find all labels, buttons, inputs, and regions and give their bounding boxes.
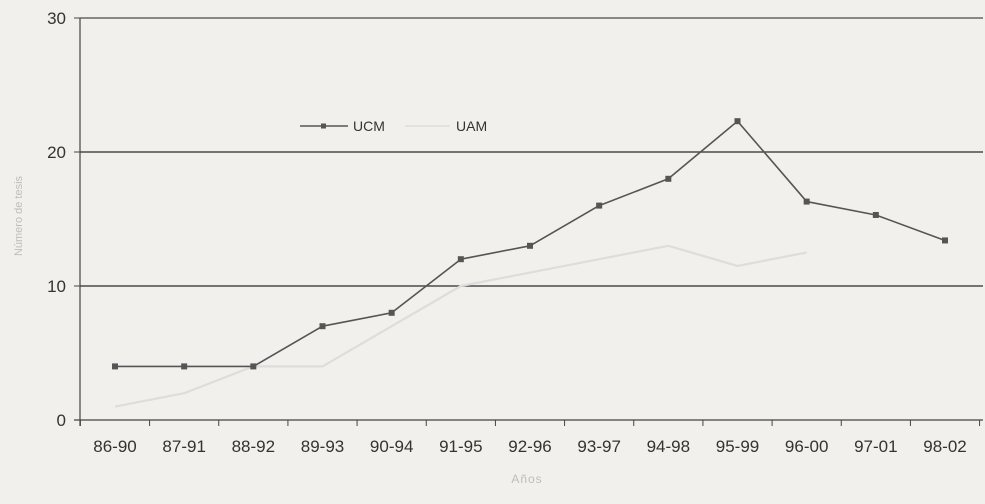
x-tick-label-94-98: 94-98	[647, 437, 690, 456]
legend-label-uam: UAM	[456, 118, 487, 134]
data-point-ucm-92-96	[527, 243, 533, 249]
y-tick-label-30: 30	[47, 9, 66, 28]
x-tick-label-91-95: 91-95	[439, 437, 482, 456]
x-tick-label-93-97: 93-97	[577, 437, 620, 456]
x-tick-label-89-93: 89-93	[301, 437, 344, 456]
data-point-ucm-95-99	[735, 118, 741, 124]
y-axis-title: Número de tesis	[13, 175, 25, 256]
data-point-ucm-97-01	[873, 212, 879, 218]
x-tick-label-97-01: 97-01	[854, 437, 897, 456]
y-tick-label-10: 10	[47, 277, 66, 296]
x-tick-label-92-96: 92-96	[508, 437, 551, 456]
x-tick-label-87-91: 87-91	[162, 437, 205, 456]
data-point-ucm-98-02	[942, 237, 948, 243]
data-point-ucm-96-00	[804, 199, 810, 205]
y-tick-label-0: 0	[57, 411, 66, 430]
x-tick-label-90-94: 90-94	[370, 437, 413, 456]
data-point-ucm-86-90	[112, 363, 118, 369]
data-point-ucm-87-91	[181, 363, 187, 369]
x-tick-label-88-92: 88-92	[232, 437, 275, 456]
x-tick-label-95-99: 95-99	[716, 437, 759, 456]
data-point-ucm-94-98	[665, 176, 671, 182]
legend-label-ucm: UCM	[353, 118, 385, 134]
x-tick-label-86-90: 86-90	[93, 437, 136, 456]
data-point-ucm-90-94	[389, 310, 395, 316]
data-point-ucm-91-95	[458, 256, 464, 262]
data-point-ucm-93-97	[596, 203, 602, 209]
x-tick-label-96-00: 96-00	[785, 437, 828, 456]
data-point-ucm-89-93	[320, 323, 326, 329]
x-tick-label-98-02: 98-02	[923, 437, 966, 456]
data-point-ucm-88-92	[250, 363, 256, 369]
y-tick-label-20: 20	[47, 143, 66, 162]
legend-marker-ucm	[321, 124, 326, 129]
x-axis-title: Años	[511, 472, 542, 486]
